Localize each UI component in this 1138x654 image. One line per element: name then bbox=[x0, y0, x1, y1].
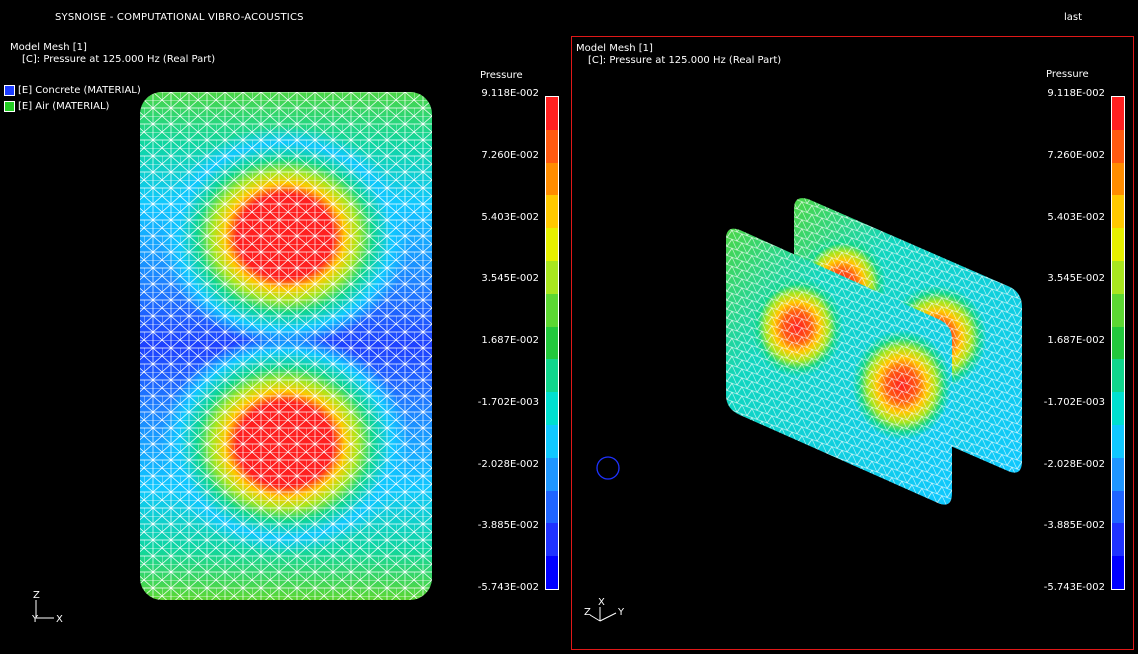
scale-tick-label: 9.118E-002 bbox=[1047, 88, 1105, 99]
scale-band bbox=[1112, 129, 1124, 163]
viewport-result-label: [C]: Pressure at 125.000 Hz (Real Part) bbox=[22, 54, 216, 65]
axis-triad-left: Z X Y bbox=[31, 590, 63, 625]
scale-tick-label: -1.702E-003 bbox=[477, 396, 539, 408]
scale-title: Pressure bbox=[480, 70, 523, 81]
scale-tick-label: -1.702E-003 bbox=[1043, 396, 1105, 408]
viewport-left[interactable]: Model Mesh [1] [C]: Pressure at 125.000 … bbox=[0, 36, 566, 650]
status-label: last bbox=[1064, 12, 1083, 23]
viewport-right[interactable]: Model Mesh [1] [C]: Pressure at 125.000 … bbox=[571, 36, 1134, 650]
scale-band bbox=[1112, 556, 1124, 589]
scale-band bbox=[1112, 260, 1124, 294]
axis-label-up: X bbox=[598, 597, 605, 608]
axis-label-corner: Y bbox=[31, 614, 39, 625]
scale-band bbox=[1112, 228, 1124, 261]
scale-band bbox=[546, 424, 558, 458]
app-title: SYSNOISE - COMPUTATIONAL VIBRO-ACOUSTICS bbox=[55, 12, 304, 23]
scale-tick-label: -3.885E-002 bbox=[1043, 520, 1105, 532]
legend-label: [E] Concrete (MATERIAL) bbox=[18, 84, 141, 96]
viewport-title: Model Mesh [1] [C]: Pressure at 125.000 … bbox=[10, 42, 215, 66]
scale-band bbox=[1112, 97, 1124, 130]
axis-label-corner: Z bbox=[584, 607, 591, 618]
scale-band bbox=[546, 228, 558, 261]
color-scale-bar bbox=[545, 96, 559, 590]
scale-band bbox=[546, 490, 558, 524]
color-scale-bar bbox=[1111, 96, 1125, 590]
scale-tick-label: -5.743E-002 bbox=[477, 582, 539, 593]
legend-item-concrete[interactable]: [E] Concrete (MATERIAL) bbox=[4, 82, 141, 98]
scale-band bbox=[1112, 392, 1124, 425]
viewport-result-label: [C]: Pressure at 125.000 Hz (Real Part) bbox=[588, 55, 782, 66]
scale-band bbox=[546, 556, 558, 589]
scale-band bbox=[546, 260, 558, 294]
scale-tick-label: -3.885E-002 bbox=[477, 520, 539, 532]
scale-band bbox=[1112, 523, 1124, 557]
view-origin-marker bbox=[596, 456, 620, 480]
scale-tick-label: 3.545E-002 bbox=[481, 273, 539, 285]
axis-label-right: Y bbox=[617, 607, 625, 618]
legend-label: [E] Air (MATERIAL) bbox=[18, 100, 110, 112]
scale-band bbox=[1112, 424, 1124, 458]
scale-tick-label: 7.260E-002 bbox=[1047, 149, 1105, 161]
scale-tick-label: 7.260E-002 bbox=[481, 149, 539, 161]
scale-tick-label: 1.687E-002 bbox=[481, 335, 539, 346]
material-legend: [E] Concrete (MATERIAL) [E] Air (MATERIA… bbox=[4, 82, 141, 114]
scale-band bbox=[546, 392, 558, 425]
scale-band bbox=[1112, 490, 1124, 524]
scale-tick-label: -2.028E-002 bbox=[1043, 458, 1105, 470]
mesh-plot-front[interactable]: Z X Y bbox=[0, 36, 566, 650]
scale-band bbox=[546, 293, 558, 327]
axis-triad-right: X Y Z bbox=[584, 597, 625, 622]
scale-tick-label: 1.687E-002 bbox=[1047, 335, 1105, 346]
scale-band bbox=[1112, 293, 1124, 327]
scale-band bbox=[546, 326, 558, 360]
scale-band bbox=[1112, 326, 1124, 360]
scale-band bbox=[1112, 162, 1124, 196]
scale-band bbox=[546, 359, 558, 393]
axis-label-right: X bbox=[56, 614, 63, 625]
viewport-title: Model Mesh [1] [C]: Pressure at 125.000 … bbox=[576, 43, 781, 67]
scale-band bbox=[546, 457, 558, 491]
scale-tick-label: -2.028E-002 bbox=[477, 458, 539, 470]
scale-band bbox=[1112, 359, 1124, 393]
scale-tick-label: 3.545E-002 bbox=[1047, 273, 1105, 285]
scale-band bbox=[546, 523, 558, 557]
scale-band bbox=[1112, 195, 1124, 229]
scale-tick-label: 5.403E-002 bbox=[481, 211, 539, 223]
scale-title: Pressure bbox=[1046, 69, 1089, 80]
axis-label-up: Z bbox=[33, 590, 40, 601]
scale-tick-label: 5.403E-002 bbox=[1047, 211, 1105, 223]
scale-band bbox=[546, 195, 558, 229]
scale-band bbox=[1112, 457, 1124, 491]
viewport-model-label: Model Mesh [1] bbox=[10, 42, 87, 53]
mesh-plot-iso[interactable]: X Y Z bbox=[572, 37, 1133, 649]
concrete-swatch bbox=[4, 84, 15, 96]
viewport-model-label: Model Mesh [1] bbox=[576, 43, 653, 54]
mesh-panel-front bbox=[726, 228, 952, 505]
scale-band bbox=[546, 97, 558, 130]
scale-band bbox=[546, 129, 558, 163]
scale-tick-label: -5.743E-002 bbox=[1043, 582, 1105, 593]
scale-band bbox=[546, 162, 558, 196]
scale-tick-label: 9.118E-002 bbox=[481, 88, 539, 99]
legend-item-air[interactable]: [E] Air (MATERIAL) bbox=[4, 98, 141, 114]
air-swatch bbox=[4, 100, 15, 112]
